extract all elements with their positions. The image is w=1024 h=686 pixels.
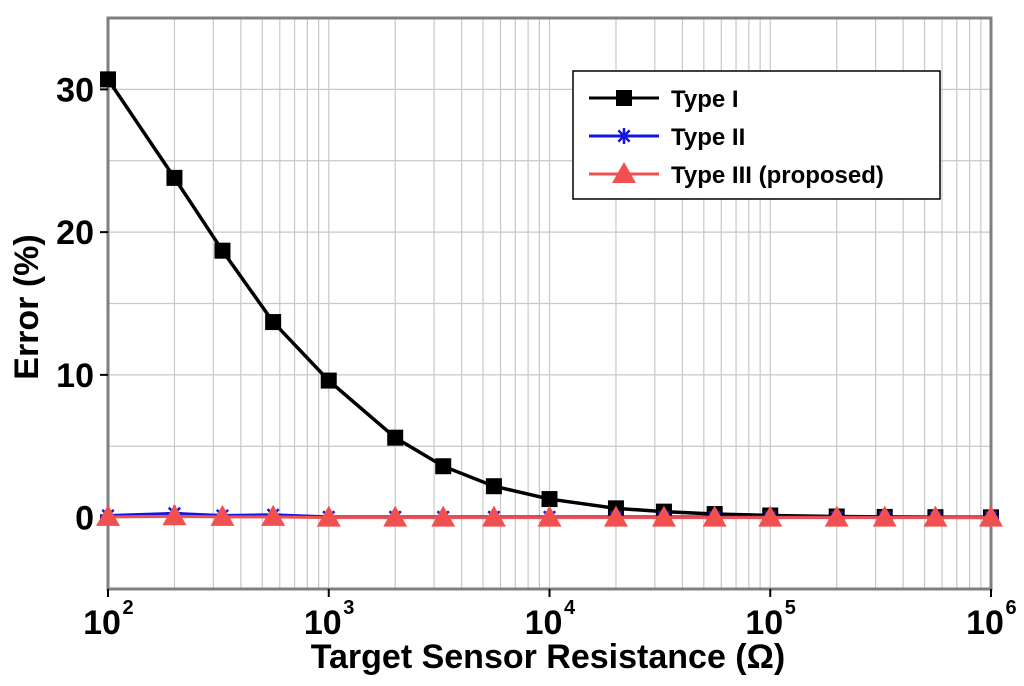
data-point	[96, 504, 120, 526]
y-tick-label: 30	[56, 71, 94, 109]
x-tick-label: 10	[525, 604, 563, 642]
data-point	[320, 372, 337, 389]
data-point	[541, 491, 558, 508]
data-point	[383, 505, 408, 527]
data-point	[481, 505, 506, 527]
legend-item: Type I	[589, 86, 739, 113]
data-point	[537, 505, 562, 527]
data-point	[616, 128, 632, 144]
data-point	[435, 458, 452, 475]
data-point	[387, 429, 404, 446]
data-point	[162, 504, 187, 526]
y-tick-label: 20	[56, 214, 94, 252]
y-tick-label: 0	[75, 500, 94, 538]
legend: Type I Type II Type III (proposed)	[572, 70, 941, 200]
data-point	[651, 505, 676, 527]
x-tick-label: 10	[745, 604, 783, 642]
data-point	[431, 505, 456, 527]
x-tick-exponent: 2	[122, 597, 133, 619]
data-point	[702, 505, 727, 527]
series-type-iii-proposed	[96, 504, 1003, 527]
data-point	[616, 90, 632, 106]
data-point	[872, 505, 897, 527]
y-tick-label: 10	[56, 357, 94, 395]
data-point	[979, 505, 1003, 527]
data-point	[210, 504, 235, 526]
x-tick-exponent: 4	[564, 597, 576, 619]
x-tick-label: 10	[304, 604, 342, 642]
legend-item: Type II	[589, 124, 745, 151]
data-point	[824, 505, 849, 527]
x-tick-exponent: 6	[1005, 597, 1016, 619]
asterisk-stroke	[617, 129, 631, 143]
series-layer	[96, 71, 1003, 527]
x-axis: 10 2 10 3 10 4 10 5 10 6	[83, 589, 1017, 642]
x-tick-exponent: 5	[785, 597, 796, 619]
data-point	[166, 169, 183, 186]
x-tick-label: 10	[966, 604, 1004, 642]
data-point	[612, 162, 636, 183]
data-point	[485, 478, 502, 495]
legend-label: Type II	[671, 124, 745, 151]
x-tick-label: 10	[83, 604, 121, 642]
y-axis-title: Error (%)	[8, 234, 46, 379]
data-point	[316, 505, 341, 527]
legend-label: Type I	[671, 86, 739, 113]
data-point	[923, 505, 948, 527]
data-point	[603, 505, 628, 527]
x-axis-title: Target Sensor Resistance (Ω)	[311, 638, 785, 676]
data-point	[214, 242, 231, 259]
data-point	[100, 71, 116, 88]
x-tick-exponent: 3	[343, 597, 354, 619]
data-point	[261, 504, 286, 526]
data-point	[758, 505, 783, 527]
legend-label: Type III (proposed)	[671, 162, 884, 189]
legend-item: Type III (proposed)	[589, 162, 884, 189]
y-axis: 0 10 20 30	[56, 71, 108, 538]
data-point	[265, 314, 282, 331]
